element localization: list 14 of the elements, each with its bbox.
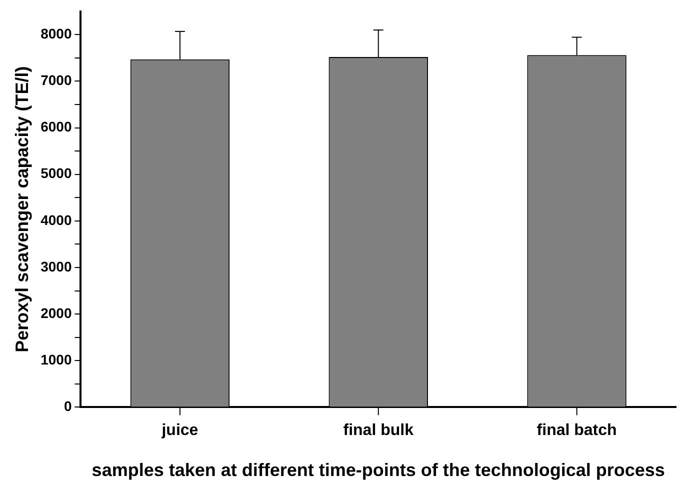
y-tick-label: 3000 (40, 258, 72, 274)
y-tick-label: 5000 (40, 165, 72, 182)
y-tick-label: 2000 (40, 304, 72, 321)
x-axis-title: samples taken at different time-points of the technological process (92, 460, 665, 480)
y-tick-label: 8000 (40, 26, 72, 42)
x-tick-label: final bulk (343, 422, 414, 440)
x-tick-label: final batch (536, 422, 617, 440)
y-tick-label: 6000 (40, 118, 72, 135)
y-tick-label: 7000 (40, 72, 72, 88)
y-tick-label: 0 (64, 398, 72, 414)
x-tick-label: juice (160, 422, 198, 440)
y-tick-label: 4000 (40, 212, 72, 228)
y-axis-title: Peroxyl scavenger capacity (TE/l) (12, 66, 32, 352)
y-tick-label: 1000 (40, 351, 72, 368)
